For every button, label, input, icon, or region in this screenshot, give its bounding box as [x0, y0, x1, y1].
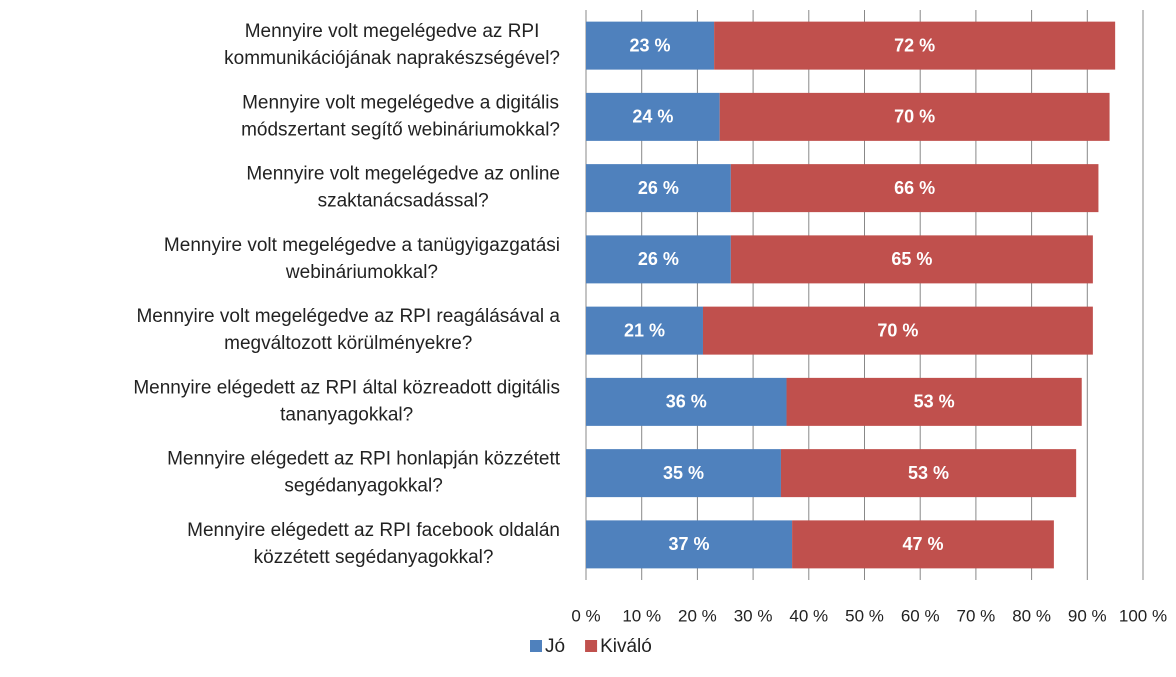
- bar: [714, 21, 1116, 70]
- bar: [586, 377, 787, 426]
- x-tick-label: 10 %: [622, 606, 661, 625]
- category-label: Mennyire volt megelégedve a digitális: [242, 92, 559, 113]
- bar: [586, 449, 781, 498]
- value-label: 70 %: [894, 107, 935, 127]
- bar: [586, 164, 731, 213]
- category-label: szaktanácsadással?: [318, 191, 489, 212]
- value-label: 26 %: [638, 249, 679, 269]
- category-label: segédanyagokkal?: [284, 476, 442, 497]
- value-label: 53 %: [914, 392, 955, 412]
- bar: [586, 306, 703, 355]
- bar: [730, 235, 1093, 284]
- category-label: Mennyire volt megelégedve a tanügyigazga…: [164, 235, 560, 256]
- category-label: megváltozott körülményekre?: [224, 333, 472, 354]
- value-label: 26 %: [638, 178, 679, 198]
- x-tick-label: 20 %: [678, 606, 717, 625]
- category-label: Mennyire volt megelégedve az online: [246, 164, 560, 185]
- category-label: módszertant segítő webináriumokkal?: [241, 119, 560, 140]
- category-label: kommunikációjának naprakészségével?: [224, 48, 560, 69]
- x-tick-label: 50 %: [845, 606, 884, 625]
- x-tick-label: 40 %: [789, 606, 828, 625]
- value-label: 53 %: [908, 463, 949, 483]
- bar: [702, 306, 1093, 355]
- x-tick-label: 80 %: [1012, 606, 1051, 625]
- bar: [719, 92, 1110, 141]
- value-label: 70 %: [877, 320, 918, 340]
- bar: [586, 235, 731, 284]
- bar: [586, 92, 720, 141]
- x-tick-label: 30 %: [734, 606, 773, 625]
- legend-label: Jó: [545, 636, 565, 657]
- legend-swatch: [530, 640, 542, 652]
- value-label: 36 %: [666, 392, 707, 412]
- value-label: 35 %: [663, 463, 704, 483]
- category-label: Mennyire elégedett az RPI honlapján közz…: [167, 449, 561, 470]
- bar: [586, 21, 715, 70]
- category-label: Mennyire volt megelégedve az RPI: [245, 21, 540, 42]
- value-label: 72 %: [894, 35, 935, 55]
- category-label: Mennyire volt megelégedve az RPI reagálá…: [136, 306, 560, 327]
- category-label: közzétett segédanyagokkal?: [254, 547, 494, 568]
- legend-swatch: [585, 640, 598, 652]
- category-label: tananyagokkal?: [280, 404, 413, 425]
- bar: [780, 449, 1077, 498]
- category-label: Mennyire elégedett az RPI facebook oldal…: [187, 520, 560, 541]
- value-label: 21 %: [624, 320, 665, 340]
- value-label: 66 %: [894, 178, 935, 198]
- value-label: 24 %: [632, 107, 673, 127]
- x-tick-label: 70 %: [957, 606, 996, 625]
- bar: [786, 377, 1082, 426]
- bar: [586, 520, 793, 569]
- x-tick-label: 0 %: [571, 606, 600, 625]
- x-tick-label: 60 %: [901, 606, 940, 625]
- x-tick-label: 90 %: [1068, 606, 1107, 625]
- x-tick-label: 100 %: [1119, 606, 1167, 625]
- bar: [792, 520, 1054, 569]
- category-label: webináriumokkal?: [285, 262, 438, 283]
- category-label: Mennyire elégedett az RPI által közreado…: [133, 377, 560, 398]
- value-label: 47 %: [902, 534, 943, 554]
- bar: [730, 164, 1099, 213]
- value-label: 23 %: [630, 35, 671, 55]
- value-label: 65 %: [891, 249, 932, 269]
- legend-label: Kiváló: [600, 636, 652, 657]
- value-label: 37 %: [669, 534, 710, 554]
